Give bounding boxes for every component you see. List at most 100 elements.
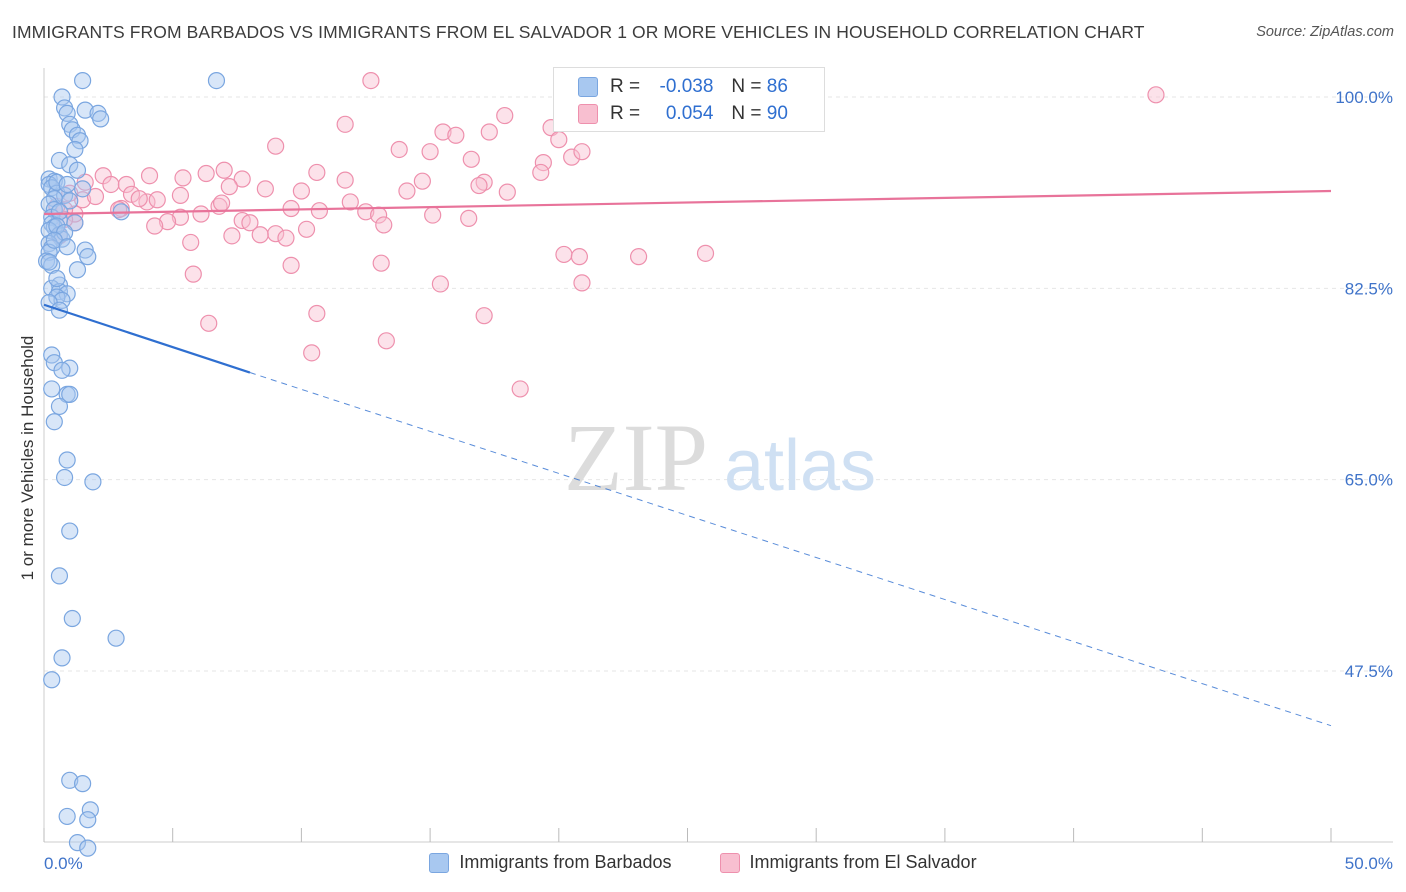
el-salvador-point	[470, 176, 488, 195]
el-salvador-point	[256, 180, 274, 198]
el-salvador-point	[200, 314, 218, 332]
el-salvador-point	[303, 344, 321, 362]
el-salvador-point	[292, 182, 310, 200]
legend-swatch-el-salvador	[719, 852, 740, 873]
legend-label-barbados: Immigrants from Barbados	[459, 852, 672, 872]
el-salvador-point	[158, 213, 177, 231]
legend-label-el-salvador: Immigrants from El Salvador	[749, 852, 977, 872]
barbados-point	[71, 132, 89, 150]
el-salvador-point	[555, 245, 573, 264]
y-tick-labels: 100.0% 82.5% 65.0% 47.5%	[1335, 88, 1393, 681]
barbados-point	[58, 238, 76, 256]
el-salvador-point	[197, 164, 215, 183]
el-salvador-point	[563, 148, 581, 166]
barbados-point	[81, 801, 99, 819]
el-salvador-point	[498, 183, 516, 201]
barbados-point	[207, 71, 226, 90]
el-salvador-point	[434, 123, 452, 141]
source-label: Source: ZipAtlas.com	[1256, 24, 1394, 40]
barbados-trend-solid	[43, 303, 251, 374]
barbados-point	[58, 451, 76, 469]
el-salvador-point	[251, 226, 269, 244]
barbados-point	[61, 522, 79, 540]
barbados-point	[66, 140, 84, 159]
el-salvador-point	[413, 172, 431, 190]
el-salvador-point	[171, 208, 190, 226]
y-tick-label: 47.5%	[1345, 662, 1393, 681]
barbados-point	[58, 175, 76, 194]
el-salvador-trend	[43, 189, 1332, 216]
barbados-point	[53, 361, 71, 379]
series-barbados	[37, 71, 226, 857]
y-tick-label: 65.0%	[1345, 471, 1393, 490]
series-legend: Immigrants from Barbados Immigrants from…	[0, 852, 1406, 873]
barbados-point	[48, 173, 66, 191]
el-salvador-point	[447, 126, 465, 144]
el-salvador-point	[390, 140, 408, 159]
legend-n-label: N =	[731, 103, 762, 124]
el-salvador-point	[372, 254, 390, 272]
el-salvador-point	[267, 137, 285, 155]
el-salvador-point	[511, 380, 529, 398]
legend-swatch-el-salvador	[578, 104, 598, 124]
x-tick-label: 0.0%	[44, 854, 83, 873]
el-salvador-point	[223, 227, 241, 245]
el-salvador-point	[310, 202, 329, 220]
el-salvador-point	[171, 186, 190, 204]
barbados-point	[50, 203, 69, 221]
el-salvador-point	[475, 173, 493, 191]
el-salvador-point	[532, 163, 550, 182]
barbados-point	[48, 269, 66, 288]
barbados-point	[50, 151, 69, 170]
el-salvador-point	[480, 123, 498, 141]
el-salvador-point	[140, 167, 159, 185]
legend-r-label: R =	[610, 76, 641, 97]
el-salvador-point	[184, 265, 202, 283]
el-salvador-point	[375, 216, 393, 234]
legend-n-label: N =	[731, 76, 762, 97]
el-salvador-point	[182, 233, 200, 252]
el-salvador-point	[297, 220, 316, 238]
el-salvador-point	[421, 143, 439, 161]
el-salvador-point	[696, 244, 715, 262]
el-salvador-point	[431, 275, 449, 293]
watermark-atlas: atlas	[724, 426, 876, 506]
el-salvador-point	[1147, 86, 1165, 104]
el-salvador-point	[277, 229, 295, 247]
barbados-point	[68, 161, 87, 179]
barbados-point	[43, 671, 61, 689]
legend-row-el-salvador: R = 0.054 N = 90	[578, 101, 788, 127]
barbados-point	[74, 775, 92, 793]
barbados-point	[79, 248, 97, 266]
el-salvador-point	[336, 115, 354, 133]
legend-r-value-el-salvador: 0.054	[665, 103, 714, 124]
barbados-point	[50, 397, 69, 416]
legend-item-el-salvador[interactable]: Immigrants from El Salvador	[719, 852, 977, 873]
el-salvador-point	[496, 106, 514, 125]
el-salvador-point	[308, 163, 326, 182]
x-tick-labels: 0.0% 50.0%	[44, 854, 1393, 873]
el-salvador-point	[308, 304, 326, 323]
barbados-point	[74, 71, 92, 90]
el-salvador-point	[192, 205, 210, 223]
el-salvador-point	[377, 332, 395, 350]
chart-title: IMMIGRANTS FROM BARBADOS VS IMMIGRANTS F…	[12, 22, 1145, 42]
barbados-point	[53, 88, 71, 106]
el-salvador-point	[213, 194, 231, 212]
el-salvador-point	[233, 170, 251, 188]
legend-item-barbados[interactable]: Immigrants from Barbados	[429, 852, 672, 873]
el-salvador-point	[174, 169, 192, 187]
barbados-trend-dashed	[249, 372, 1332, 727]
el-salvador-point	[573, 143, 591, 161]
el-salvador-point	[424, 206, 442, 224]
y-tick-label: 82.5%	[1345, 279, 1393, 298]
barbados-point	[55, 468, 74, 487]
watermark-zip: ZIP	[564, 404, 708, 511]
el-salvador-point	[241, 214, 259, 232]
barbados-point	[43, 380, 61, 398]
barbados-point	[63, 609, 81, 628]
legend-row-barbados: R = -0.038 N = 86	[578, 74, 788, 100]
el-salvador-point	[629, 248, 648, 266]
el-salvador-point	[86, 187, 105, 206]
